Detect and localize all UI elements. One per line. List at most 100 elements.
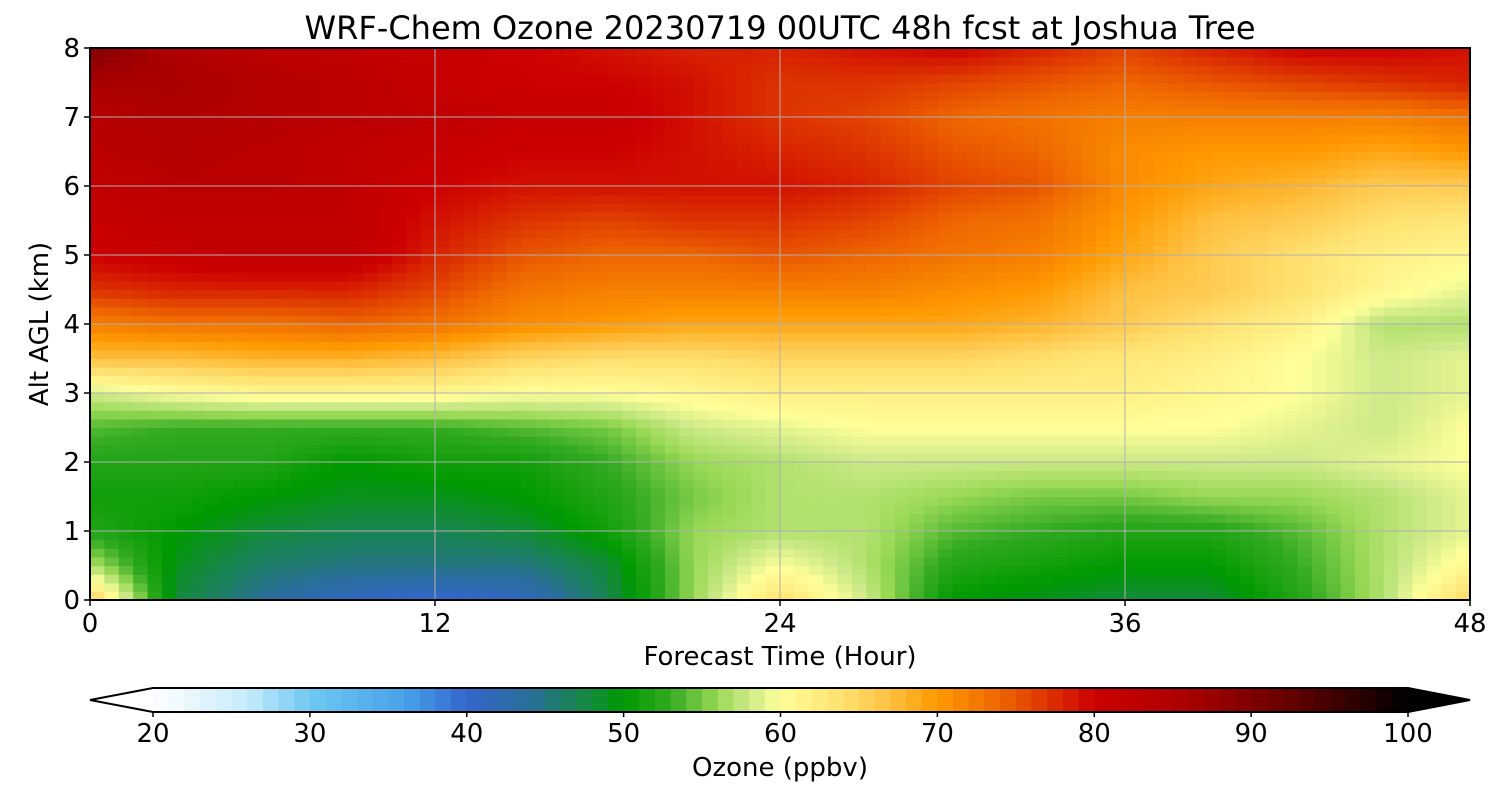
heatmap-cell: [320, 436, 335, 446]
heatmap-cell: [880, 470, 896, 480]
heatmap-cell: [765, 220, 781, 230]
heatmap-cell: [851, 436, 867, 446]
heatmap-cell: [435, 444, 450, 454]
heatmap-cell: [1412, 177, 1428, 187]
heatmap-cell: [291, 522, 307, 532]
heatmap-cell: [1067, 531, 1083, 541]
heatmap-cell: [780, 341, 795, 351]
heatmap-cell: [1225, 582, 1241, 592]
heatmap-cell: [320, 548, 335, 558]
heatmap-cell: [1311, 315, 1327, 325]
heatmap-cell: [420, 393, 436, 403]
heatmap-cell: [377, 151, 393, 161]
heatmap-cell: [966, 496, 982, 506]
heatmap-cell: [420, 444, 436, 454]
heatmap-cell: [176, 349, 192, 360]
heatmap-cell: [1024, 479, 1040, 489]
heatmap-cell: [348, 505, 364, 515]
heatmap-cell: [521, 194, 537, 204]
heatmap-cell: [1225, 289, 1241, 299]
heatmap-cell: [1283, 289, 1299, 299]
heatmap-cell: [291, 211, 307, 222]
heatmap-cell: [334, 384, 350, 394]
heatmap-cell: [535, 332, 551, 342]
heatmap-cell: [161, 505, 177, 515]
heatmap-cell: [593, 453, 609, 463]
heatmap-cell: [550, 349, 565, 360]
heatmap-cell: [1153, 246, 1169, 256]
heatmap-cell: [147, 582, 163, 592]
heatmap-cell: [650, 453, 666, 463]
heatmap-cell: [1426, 280, 1442, 291]
heatmap-cell: [1340, 341, 1356, 351]
heatmap-cell: [679, 539, 695, 549]
heatmap-cell: [1125, 168, 1140, 178]
heatmap-cell: [1067, 194, 1083, 204]
heatmap-cell: [1067, 280, 1083, 291]
heatmap-cell: [449, 556, 465, 567]
heatmap-cell: [291, 220, 307, 230]
heatmap-cell: [190, 548, 206, 558]
heatmap-cell: [909, 531, 925, 541]
heatmap-cell: [219, 220, 235, 230]
heatmap-cell: [780, 556, 795, 567]
heatmap-cell: [995, 548, 1011, 558]
heatmap-cell: [808, 496, 824, 506]
heatmap-cell: [219, 280, 235, 291]
heatmap-cell: [276, 186, 292, 196]
heatmap-cell: [578, 246, 594, 256]
heatmap-cell: [751, 496, 767, 506]
heatmap-cell: [406, 255, 422, 265]
heatmap-cell: [147, 384, 163, 394]
heatmap-cell: [248, 591, 264, 600]
heatmap-cell: [506, 315, 522, 325]
heatmap-cell: [938, 436, 954, 446]
heatmap-cell: [391, 470, 407, 480]
heatmap-cell: [1096, 194, 1112, 204]
heatmap-cell: [406, 436, 422, 446]
heatmap-cell: [161, 496, 177, 506]
heatmap-cell: [665, 263, 680, 273]
heatmap-cell: [1081, 410, 1097, 420]
heatmap-cell: [1355, 306, 1370, 316]
heatmap-cell: [679, 306, 695, 316]
heatmap-cell: [650, 548, 666, 558]
heatmap-cell: [118, 280, 134, 291]
heatmap-cell: [765, 315, 781, 325]
heatmap-cell: [1067, 349, 1083, 360]
heatmap-cell: [621, 358, 637, 368]
heatmap-cell: [1340, 349, 1356, 360]
heatmap-cell: [104, 565, 120, 575]
heatmap-cell: [751, 203, 767, 213]
heatmap-cell: [1441, 479, 1457, 489]
heatmap-cell: [1211, 306, 1227, 316]
heatmap-cell: [1383, 513, 1399, 523]
heatmap-cell: [262, 298, 278, 308]
heatmap-cell: [1369, 470, 1385, 480]
heatmap-cell: [636, 237, 652, 247]
heatmap-cell: [1283, 229, 1299, 239]
heatmap-cell: [1254, 401, 1270, 411]
heatmap-cell: [1110, 462, 1126, 472]
heatmap-cell: [133, 522, 149, 532]
heatmap-cell: [262, 160, 278, 170]
heatmap-cell: [1196, 401, 1212, 411]
heatmap-cell: [262, 462, 278, 472]
heatmap-cell: [492, 444, 508, 454]
heatmap-cell: [564, 548, 580, 558]
heatmap-cell: [722, 194, 738, 204]
heatmap-cell: [1311, 505, 1327, 515]
heatmap-cell: [693, 358, 709, 368]
heatmap-cell: [233, 591, 249, 600]
heatmap-cell: [794, 255, 810, 265]
heatmap-cell: [1340, 177, 1356, 187]
heatmap-cell: [104, 168, 120, 178]
heatmap-cell: [593, 151, 609, 161]
heatmap-cell: [851, 272, 867, 282]
heatmap-cell: [794, 444, 810, 454]
heatmap-cell: [391, 289, 407, 299]
heatmap-cell: [1426, 513, 1442, 523]
heatmap-cell: [1441, 582, 1457, 592]
heatmap-cell: [449, 349, 465, 360]
heatmap-cell: [435, 496, 450, 506]
